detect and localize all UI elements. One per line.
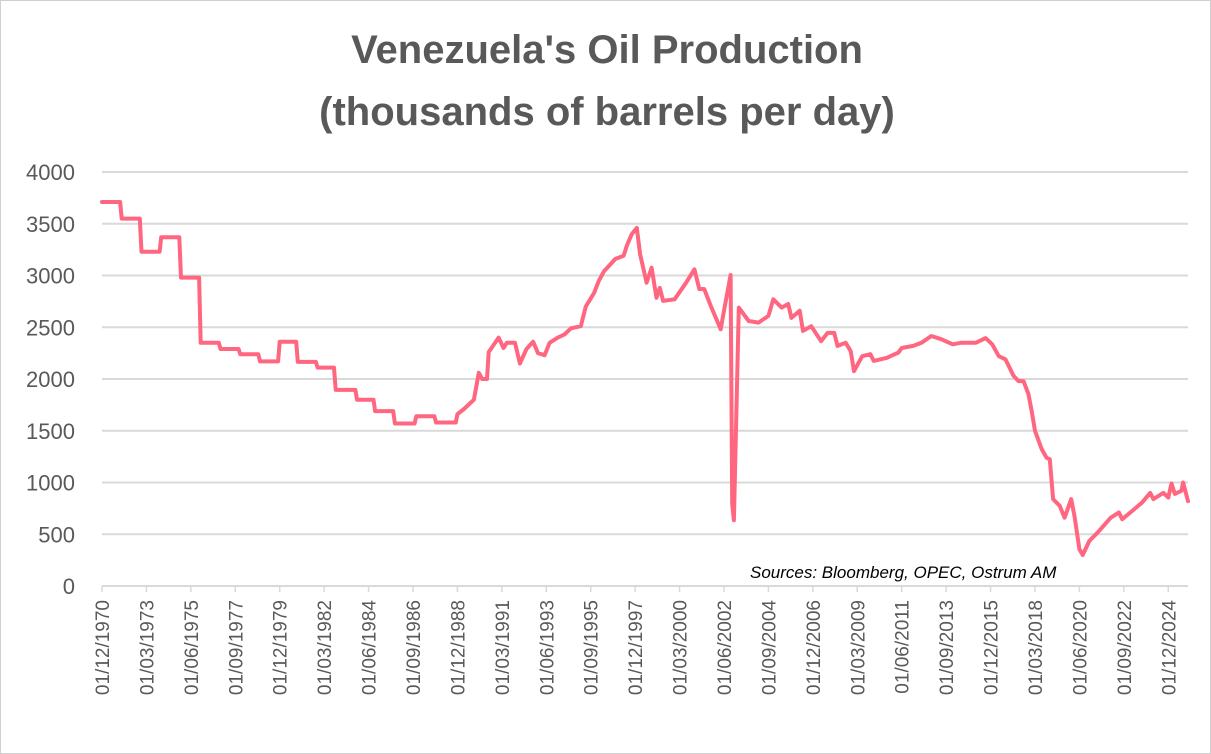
y-tick-label: 2000 [26,367,75,392]
x-tick-label: 01/12/1979 [271,600,292,695]
x-tick-label: 01/06/2011 [893,600,914,694]
chart-title-line-1: Venezuela's Oil Production [351,28,863,72]
x-tick-label: 01/06/2020 [1070,600,1091,695]
x-tick-label: 01/03/1982 [315,600,336,695]
source-annotation: Sources: Bloomberg, OPEC, Ostrum AM [750,563,1057,582]
x-tick-label: 01/06/1984 [360,600,381,696]
x-tick-label: 01/03/2009 [848,600,869,695]
series-production [100,200,1190,557]
x-tick-label: 01/06/1993 [537,600,558,695]
x-tick-label: 01/12/2024 [1159,600,1180,696]
x-tick-label: 01/03/2018 [1026,600,1047,695]
x-tick-label: 01/06/1975 [182,600,203,695]
y-tick-label: 1500 [26,419,75,444]
x-tick-label: 01/12/2006 [804,600,825,695]
y-axis-ticks: 0 500 1000 1500 2000 2500 3000 3500 4000 [26,160,75,599]
x-tick-label: 01/06/2002 [715,600,736,695]
x-tick-label: 01/03/2000 [671,600,692,695]
gridlines [102,171,1188,536]
series-line [100,200,1190,557]
x-tick-label: 01/12/1988 [448,600,469,695]
x-tick-label: 01/12/1997 [626,600,647,695]
x-tick-label: 01/09/1995 [582,600,603,695]
y-tick-label: 1000 [26,471,75,496]
y-tick-label: 500 [38,522,75,547]
x-tick-label: 01/09/2013 [937,600,958,695]
x-tick-label: 01/12/1970 [93,600,114,695]
x-tick-label: 01/03/1973 [137,600,158,695]
x-tick-label: 01/09/1977 [226,600,247,695]
chart-title-line-2: (thousands of barrels per day) [319,90,895,134]
x-tick-label: 01/09/2004 [759,600,780,696]
x-tick-label: 01/09/1986 [404,600,425,695]
y-tick-label: 4000 [26,160,75,185]
x-tick-label: 01/03/1991 [493,600,514,695]
x-tick-label: 01/09/2022 [1115,600,1136,695]
x-axis-ticks: 01/12/1970 01/03/1973 01/06/1975 01/09/1977… [93,586,1180,695]
y-tick-label: 3500 [26,212,75,237]
y-tick-label: 0 [63,574,75,599]
y-tick-label: 3000 [26,264,75,289]
x-tick-label: 01/12/2015 [982,600,1003,695]
y-tick-label: 2500 [26,315,75,340]
